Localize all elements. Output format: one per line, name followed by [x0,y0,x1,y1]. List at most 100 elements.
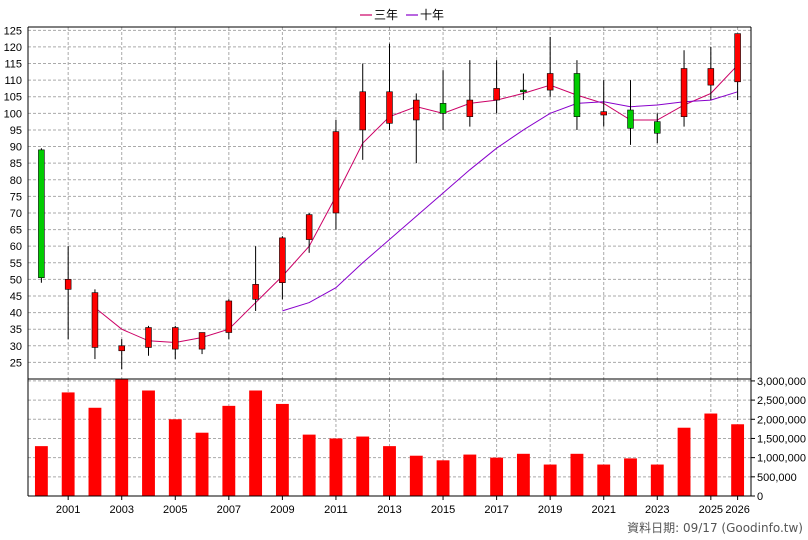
price-tick-label: 55 [10,258,22,270]
candle-body [91,292,99,348]
price-tick-label: 115 [4,59,22,71]
legend-label-10y: 十年 [420,8,444,22]
volume-panel: 0 500,000 1,000,000 1,500,000 2,000,000 2,500… [27,376,806,516]
price-tick-label: 30 [10,341,22,353]
candle-body [546,73,554,91]
volume-tick-label: 0 [757,491,763,503]
price-tick-label: 120 [4,42,22,54]
volume-bar [115,379,129,496]
price-tick-label: 80 [10,175,22,187]
volume-bar [677,427,691,496]
volume-tick-label: 2,500,000 [757,395,806,407]
x-tick-label: 2009 [270,504,294,516]
price-tick-label: 90 [10,142,22,154]
volume-bar [168,419,182,496]
price-tick-label: 60 [10,241,22,253]
x-tick-label: 2021 [591,504,615,516]
price-tick-label: 95 [10,125,22,137]
volume-bar [249,390,263,496]
volume-bar [142,390,155,496]
candle-body [198,332,206,350]
price-tick-label: 105 [4,92,22,104]
volume-bar [570,453,584,496]
x-tick-label: 2003 [109,504,133,516]
candle-body [600,111,607,116]
volume-bar [61,392,75,496]
candle-body [305,214,313,240]
candle-body [413,99,420,121]
volume-bar [34,446,48,496]
candle-body [573,73,581,117]
volume-bar [195,432,209,496]
price-tick-label: 25 [10,357,22,369]
volume-tick-label: 3,000,000 [757,376,806,388]
candle-body [172,327,179,350]
x-tick-label: 2007 [217,504,241,516]
x-tick-label: 2005 [163,504,187,516]
volume-bar [436,460,450,496]
price-tick-label: 45 [10,291,22,303]
x-tick-label: 2011 [324,504,348,516]
volume-bar [490,457,504,496]
x-tick-label: 2001 [56,504,80,516]
price-tick-label: 75 [10,191,22,203]
candle-body [38,149,45,279]
volume-bar [88,407,102,496]
price-tick-label: 100 [4,108,22,120]
candle-body [654,121,661,134]
volume-bar [650,464,664,496]
candle-body [118,345,125,352]
price-tick-label: 50 [10,274,22,286]
candle-body [520,89,527,93]
ma-10y-line [282,91,738,312]
price-tick-label: 65 [10,225,22,237]
candle-body [627,109,634,129]
volume-tick-label: 500,000 [757,472,797,484]
candle-body [734,33,741,83]
volume-bar [329,438,343,496]
volume-tick-label: 2,000,000 [757,414,806,426]
price-tick-label: 35 [10,324,22,336]
candle-body [252,284,259,300]
candle-body [359,91,366,131]
candle-body [145,327,152,348]
candle-body [707,68,715,86]
volume-bar [624,458,637,496]
candle-body [493,88,500,101]
volume-bar [409,455,423,496]
volume-bar [516,453,530,496]
volume-bar [302,434,316,496]
legend-label-3y: 三年 [374,8,398,22]
candle-body [225,300,233,333]
volume-tick-label: 1,500,000 [757,433,806,445]
x-tick-label: 2023 [645,504,669,516]
volume-bar [543,464,557,496]
x-tick-label: 2017 [484,504,508,516]
candle-body [386,91,393,124]
candle-body [279,237,286,283]
candle-body [439,103,447,114]
x-tick-label: 2013 [377,504,401,516]
candle-body [466,99,474,117]
price-tick-label: 40 [10,308,22,320]
x-tick-label: 2019 [538,504,562,516]
price-tick-label: 70 [10,208,22,220]
x-tick-label: 2025 [699,504,723,516]
volume-bar [597,464,611,496]
price-panel: 25 30 35 40 45 50 55 60 65 70 75 80 85 90 95 100 105 110 1… [4,25,752,379]
volume-bar [463,454,477,496]
volume-bar [222,405,236,496]
volume-bar [704,413,718,496]
x-tick-label: 2015 [431,504,455,516]
volume-bar [383,446,396,496]
price-tick-label: 110 [4,75,22,87]
volume-bar [275,403,289,496]
candle-body [64,279,72,290]
volume-bar [731,424,745,496]
volume-bar [356,436,370,496]
candle-body [332,131,340,214]
x-tick-label: 2026 [725,504,749,516]
data-date-footer: 資料日期: 09/17 (Goodinfo.tw) [627,521,803,535]
